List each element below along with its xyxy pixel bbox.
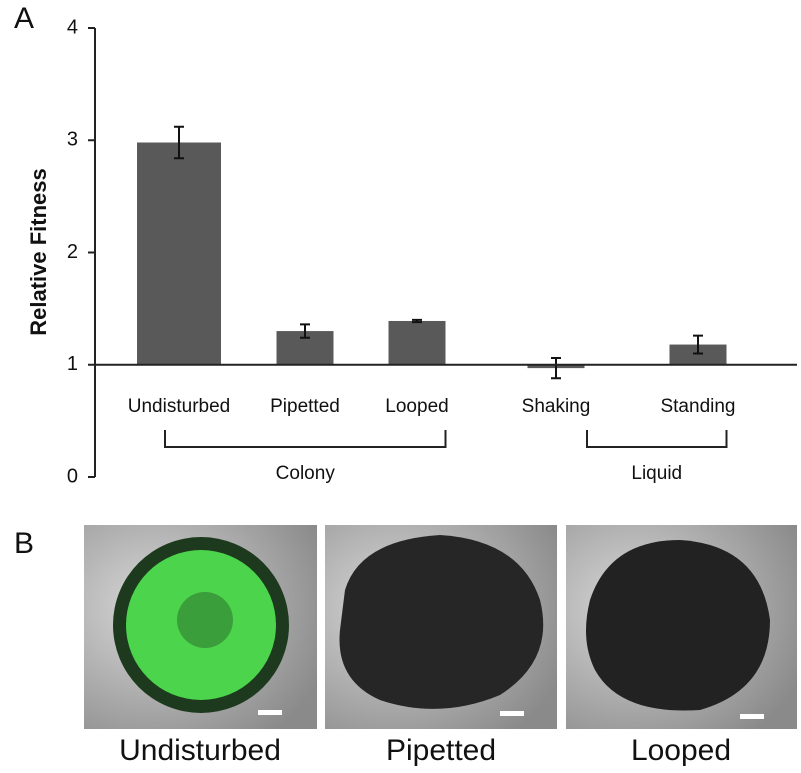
error-bar <box>551 357 561 380</box>
group-bracket <box>164 430 447 448</box>
error-bar <box>412 318 422 324</box>
colony <box>339 535 544 709</box>
x-tick-label: Shaking <box>522 396 591 417</box>
y-tick-label: 2 <box>67 241 78 263</box>
micrographs <box>84 525 797 729</box>
panel-label: A <box>14 2 34 35</box>
scale-bar <box>500 711 524 716</box>
y-tick-label: 3 <box>67 129 78 151</box>
group-label: Liquid <box>631 463 682 484</box>
x-tick-label: Standing <box>660 396 735 417</box>
colony <box>586 540 770 711</box>
x-tick-label: Pipetted <box>270 396 340 417</box>
error-bar <box>693 334 703 355</box>
image-label: Undisturbed <box>119 734 281 767</box>
y-tick-label: 0 <box>67 465 78 487</box>
group-label: Colony <box>276 463 336 484</box>
x-tick-label: Undisturbed <box>128 396 230 417</box>
error-bar <box>300 323 310 339</box>
colony-texture <box>177 592 233 648</box>
scale-bar <box>740 714 764 719</box>
panel-label: B <box>14 527 34 560</box>
bar <box>388 320 446 365</box>
scale-bar <box>258 710 282 715</box>
y-axis-label: Relative Fitness <box>26 168 51 336</box>
group-bracket <box>586 430 728 448</box>
y-tick-label: 4 <box>67 16 78 38</box>
image-label: Looped <box>631 734 731 767</box>
error-bar <box>174 125 184 160</box>
y-tick-label: 1 <box>67 353 78 375</box>
image-label: Pipetted <box>386 734 496 767</box>
bar <box>137 142 221 365</box>
x-tick-label: Looped <box>385 396 448 417</box>
bar <box>669 344 727 365</box>
